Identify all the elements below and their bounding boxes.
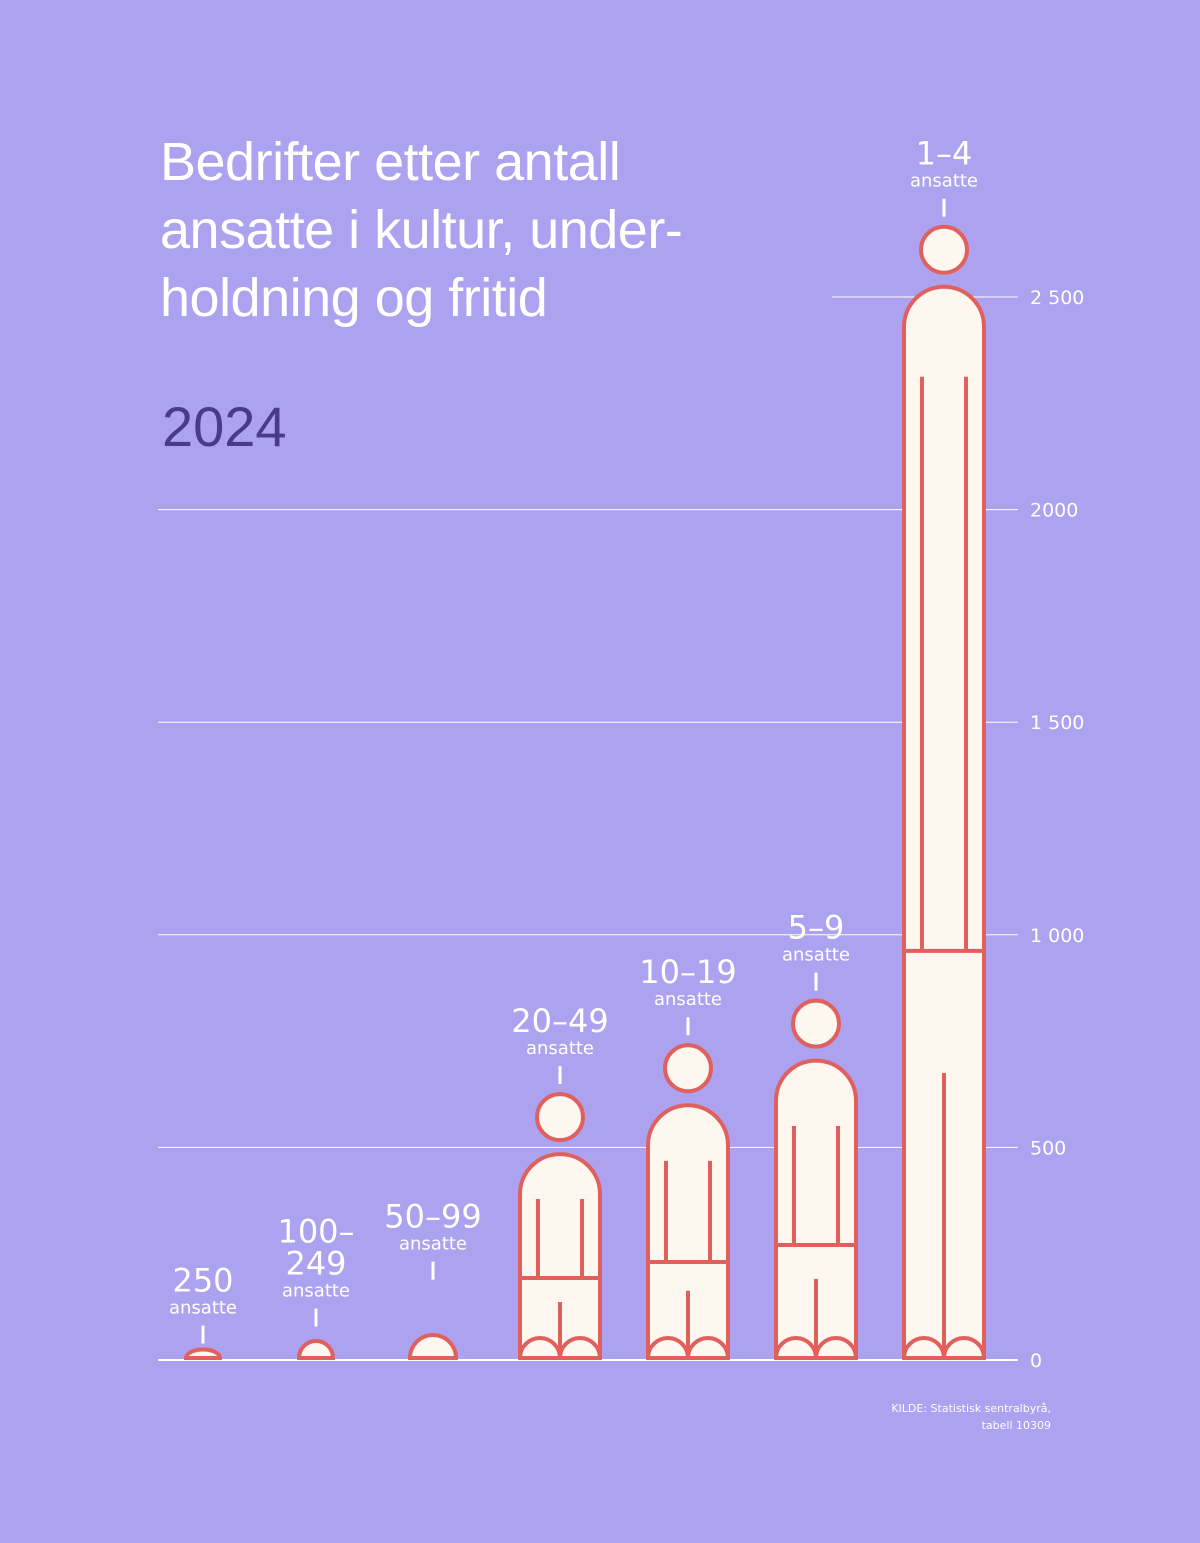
category-label: 250: [172, 1261, 233, 1299]
y-tick-label: 1 000: [1030, 925, 1084, 947]
source-note: KILDE: Statistisk sentralbyrå, tabell 10…: [891, 1400, 1051, 1434]
category-unit-label: ansatte: [526, 1038, 594, 1059]
category-label: 249: [285, 1244, 346, 1282]
figure-body: [183, 1347, 223, 1360]
category-label: 50–99: [384, 1198, 481, 1236]
figure-body: [296, 1339, 336, 1360]
chart-year: 2024: [162, 395, 287, 458]
title-line-2: ansatte i kultur, under-: [160, 200, 683, 260]
source-line-1: KILDE: Statistisk sentralbyrå,: [891, 1402, 1051, 1415]
y-tick-label: 500: [1030, 1137, 1066, 1159]
title-line-1: Bedrifter etter antall: [160, 132, 621, 192]
category-unit-label: ansatte: [169, 1297, 237, 1318]
title-line-3: holdning og fritid: [160, 268, 548, 328]
y-tick-label: 1 500: [1030, 712, 1084, 734]
category-label: 1–4: [916, 135, 973, 173]
figure-head: [535, 1092, 585, 1143]
category-unit-label: ansatte: [782, 945, 850, 966]
y-tick-label: 2000: [1030, 500, 1078, 522]
y-tick-label: 2 500: [1030, 287, 1084, 309]
figure-head: [791, 998, 841, 1049]
source-line-2: tabell 10309: [981, 1419, 1051, 1432]
category-label: 100–: [277, 1212, 354, 1250]
category-unit-label: ansatte: [654, 989, 722, 1010]
y-tick-label: 0: [1030, 1350, 1042, 1372]
category-label: 5–9: [788, 909, 845, 947]
chart-title: Bedrifter etter antall ansatte i kultur,…: [160, 128, 840, 332]
category-unit-label: ansatte: [910, 171, 978, 192]
category-unit-label: ansatte: [399, 1234, 467, 1255]
figure-head: [663, 1043, 713, 1094]
figure-head: [919, 224, 969, 275]
figure-body: [407, 1333, 459, 1360]
category-label: 10–19: [639, 953, 736, 991]
category-label: 20–49: [511, 1002, 608, 1040]
category-unit-label: ansatte: [282, 1280, 350, 1301]
